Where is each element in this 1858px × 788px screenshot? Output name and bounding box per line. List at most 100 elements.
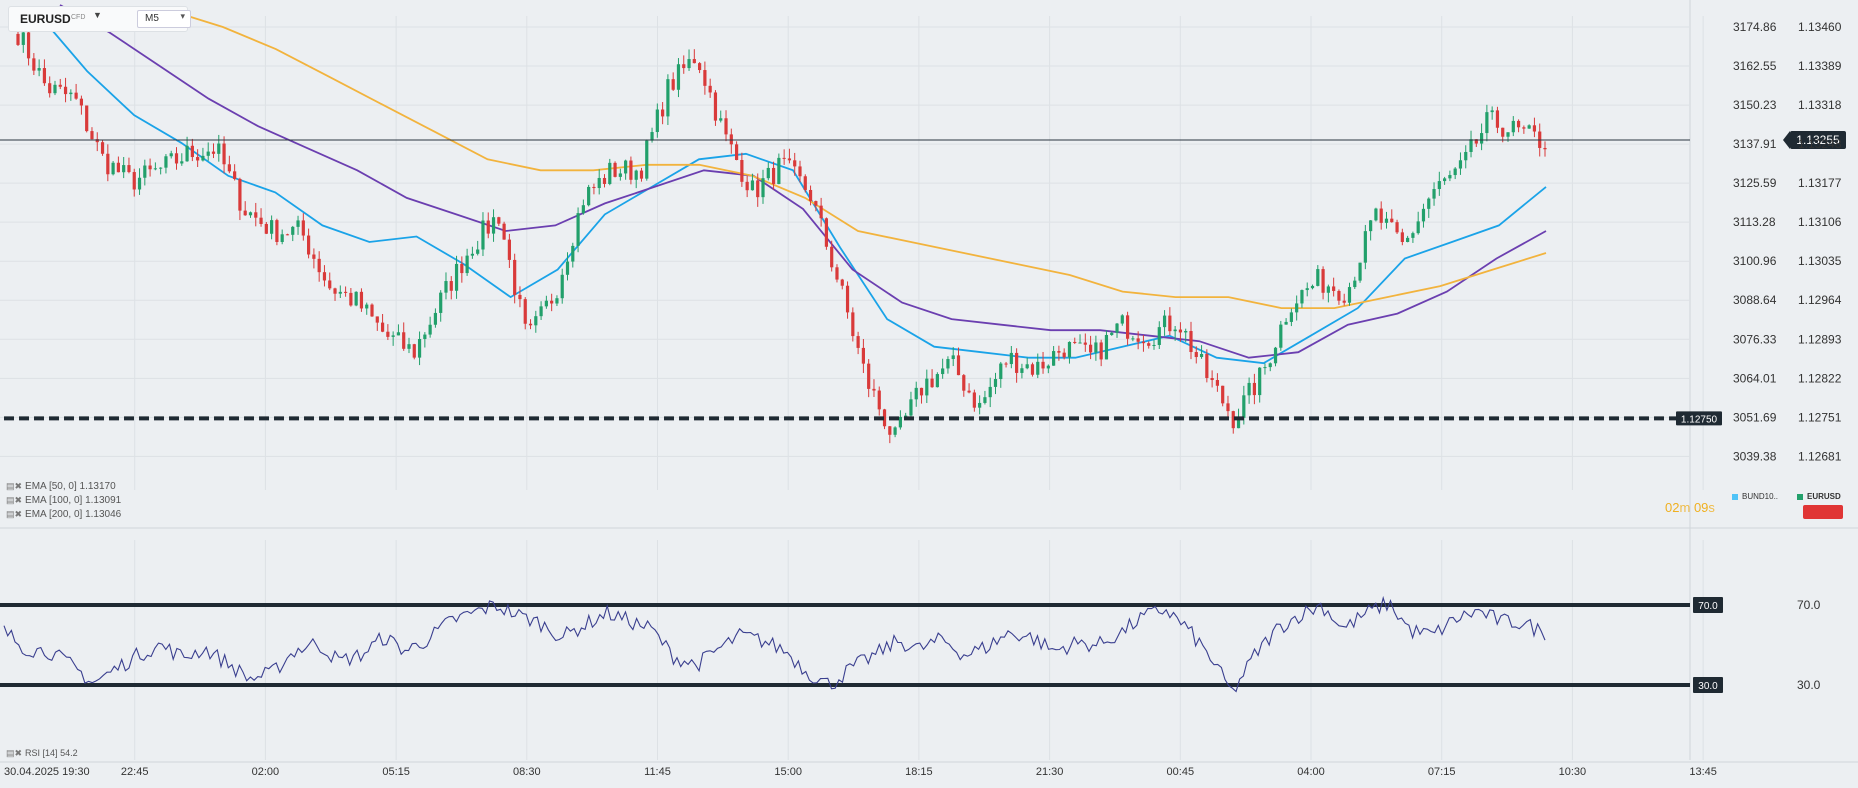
candle-body: [571, 245, 575, 262]
candle-body: [951, 355, 955, 360]
bund-swatch: [1732, 493, 1738, 500]
candle-body: [1427, 198, 1431, 209]
candle-body: [1479, 133, 1484, 144]
y-left-tick-label: 3162.55: [1733, 59, 1777, 73]
rsi-label[interactable]: ▤✖ RSI [14] 54.2: [6, 748, 78, 758]
candle-body: [1411, 233, 1415, 238]
candle-body: [380, 322, 385, 332]
y-left-tick-label: 3100.96: [1733, 254, 1777, 268]
candle-body: [729, 134, 733, 145]
x-tick-label: 11:45: [644, 766, 671, 778]
candle-body: [555, 298, 559, 304]
timeframe-select[interactable]: M5 ▾: [137, 10, 191, 28]
current-price-tag: [1790, 131, 1846, 150]
candle-body: [69, 92, 73, 95]
candle-body: [1332, 286, 1336, 291]
candle-body: [21, 32, 25, 45]
sell-indicator-button[interactable]: [1803, 505, 1843, 519]
candle-body: [661, 109, 665, 117]
candle-body: [1168, 315, 1172, 332]
ema200-label[interactable]: ▤✖ EMA [200, 0] 1.13046: [6, 509, 122, 520]
indicator-menu-icon[interactable]: ▤✖: [6, 495, 23, 505]
candle-body: [1157, 327, 1161, 345]
candle-body: [254, 212, 258, 218]
x-tick-label: 08:30: [513, 766, 541, 778]
candle-body: [777, 157, 781, 185]
candle-body: [898, 416, 902, 428]
y-right-tick-label: 1.12822: [1798, 371, 1842, 385]
candle-body: [201, 155, 205, 161]
candle-body: [243, 210, 247, 216]
rsi-level-label: 70.0: [1698, 601, 1718, 612]
candle-body: [861, 347, 865, 364]
candle-body: [1416, 221, 1420, 234]
ema-lines: [39, 4, 1547, 365]
candle-body: [877, 390, 881, 410]
candle-body: [1067, 341, 1072, 358]
candle-body: [872, 388, 876, 391]
ema100-label[interactable]: ▤✖ EMA [100, 0] 1.13091: [6, 495, 122, 506]
y-right-tick-label: 1.13460: [1798, 20, 1842, 34]
candle-body: [439, 292, 443, 313]
candle-body: [211, 151, 216, 154]
candle-body: [634, 170, 638, 180]
indicator-menu-icon[interactable]: ▤✖: [6, 509, 23, 519]
candle-body: [1516, 120, 1521, 128]
candle-body: [1400, 232, 1404, 242]
candle-body: [1421, 208, 1426, 222]
symbol-dropdown-icon[interactable]: ▼: [93, 10, 102, 20]
candle-body: [1062, 352, 1066, 358]
candle-body: [766, 167, 770, 179]
candle-body: [962, 375, 966, 391]
candle-body: [497, 217, 501, 224]
indicator-menu-icon[interactable]: ▤✖: [6, 481, 23, 491]
candle-body: [904, 415, 908, 417]
candle-body: [137, 177, 142, 190]
candle-body: [502, 223, 506, 240]
candle-body: [264, 223, 268, 234]
candle-body: [460, 263, 464, 274]
candle-body: [1036, 361, 1040, 375]
candle-body: [259, 217, 263, 224]
candle-body: [307, 235, 311, 255]
candle-body: [417, 338, 422, 358]
candle-body: [1099, 342, 1103, 360]
candle-body: [32, 58, 36, 71]
candle-body: [1004, 363, 1008, 365]
candle-body: [375, 316, 379, 323]
candle-body: [824, 218, 829, 247]
x-tick-label: 30.04.2025 19:30: [4, 766, 90, 778]
candle-body: [48, 83, 52, 94]
candle-body: [676, 64, 681, 90]
candle-body: [312, 254, 316, 259]
candle-body: [597, 177, 601, 189]
candle-body: [666, 79, 670, 117]
candle-body: [1273, 347, 1278, 364]
ema50-label[interactable]: ▤✖ EMA [50, 0] 1.13170: [6, 481, 116, 492]
candle-body: [1342, 300, 1346, 303]
candle-body: [692, 59, 696, 64]
candle-body: [1495, 110, 1500, 128]
x-tick-label: 10:30: [1559, 766, 1587, 778]
y-left-tick-label: 3051.69: [1733, 410, 1777, 424]
candle-body: [882, 409, 887, 427]
candle-body: [1215, 380, 1220, 386]
symbol-selector[interactable]: EURUSD CFD ▼ M5 ▾: [8, 6, 191, 32]
candle-body: [941, 368, 945, 375]
candle-body: [454, 263, 459, 291]
candle-body: [132, 172, 136, 190]
candle-body: [328, 280, 332, 289]
candle-body: [153, 168, 157, 170]
candle-body: [1506, 132, 1510, 137]
candle-body: [196, 157, 200, 161]
candle-body: [449, 281, 453, 291]
indicator-menu-icon[interactable]: ▤✖: [6, 748, 23, 758]
candle-body: [925, 378, 929, 396]
candle-body: [359, 291, 364, 309]
candle-body: [1136, 338, 1140, 342]
candle-body: [185, 145, 189, 162]
overlays: 1.13255 1.12750: [0, 131, 1846, 426]
candle-body: [433, 312, 438, 325]
